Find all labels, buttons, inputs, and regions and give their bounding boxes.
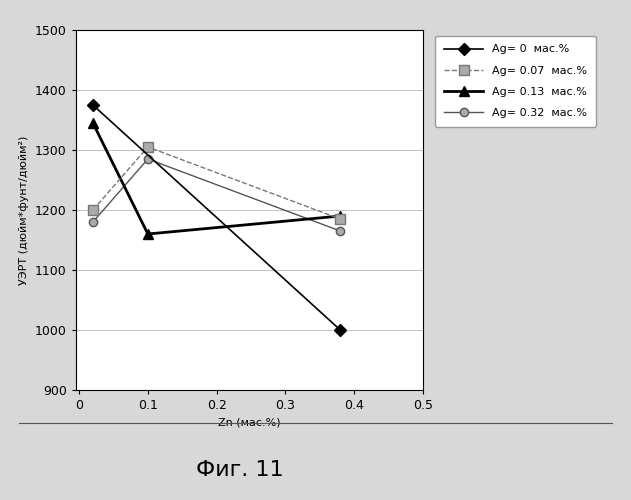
X-axis label: Zn (мас.%): Zn (мас.%) <box>218 418 281 428</box>
Y-axis label: УЭРТ (дюйм*фунт/дюйм²): УЭРТ (дюйм*фунт/дюйм²) <box>20 136 29 284</box>
Ag= 0.13  мас.% <box>144 231 151 237</box>
Ag= 0.07  мас.% <box>89 207 97 213</box>
Ag= 0.13  мас.% <box>336 213 344 219</box>
Ag= 0  мас.% <box>336 327 344 333</box>
Ag= 0.13  мас.% <box>89 120 97 126</box>
Ag= 0  мас.% <box>89 102 97 108</box>
Ag= 0.32  мас.% <box>144 156 151 162</box>
Ag= 0.32  мас.% <box>336 228 344 234</box>
Ag= 0.32  мас.% <box>89 219 97 225</box>
Legend: Ag= 0  мас.%, Ag= 0.07  мас.%, Ag= 0.13  мас.%, Ag= 0.32  мас.%: Ag= 0 мас.%, Ag= 0.07 мас.%, Ag= 0.13 ма… <box>435 36 596 126</box>
Line: Ag= 0.32  мас.%: Ag= 0.32 мас.% <box>89 155 345 235</box>
Line: Ag= 0.07  мас.%: Ag= 0.07 мас.% <box>88 142 345 224</box>
Ag= 0.07  мас.% <box>144 144 151 150</box>
Line: Ag= 0.13  мас.%: Ag= 0.13 мас.% <box>88 118 345 239</box>
Ag= 0.07  мас.% <box>336 216 344 222</box>
Line: Ag= 0  мас.%: Ag= 0 мас.% <box>89 101 345 334</box>
Text: Фиг. 11: Фиг. 11 <box>196 460 283 480</box>
